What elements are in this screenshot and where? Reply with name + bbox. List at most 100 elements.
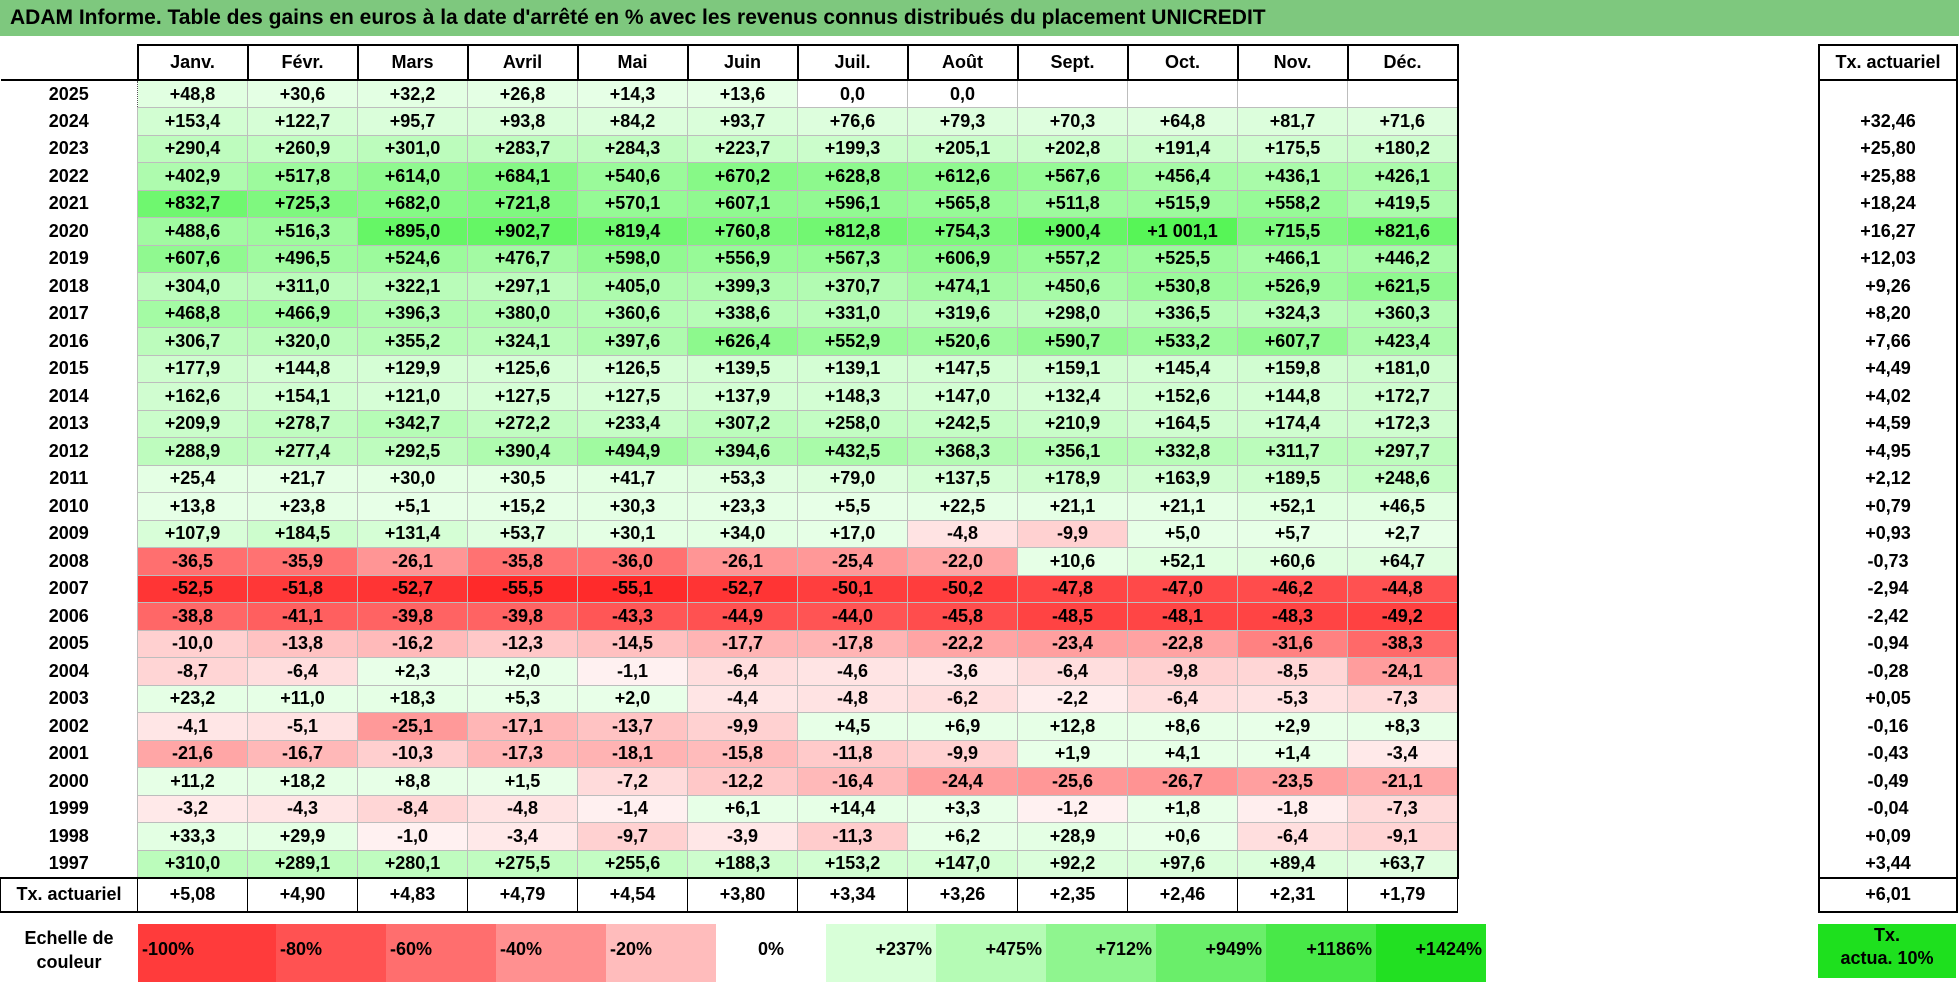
gain-cell: +284,3 [577,134,688,163]
gain-cell: +1,8 [1127,794,1238,823]
tx-cell: +4,49 [1818,355,1958,383]
gain-cell: +53,7 [467,519,578,548]
gain-cell: +332,8 [1127,437,1238,466]
year-label: 2006 [48,605,89,626]
gain-cell: +255,6 [577,849,688,878]
gain-cell: -22,2 [907,629,1018,658]
gain-cell: +93,7 [687,107,798,136]
gain-cell: -9,8 [1127,657,1238,686]
gain-cell: +436,1 [1237,162,1348,191]
gain-cell: +5,0 [1127,519,1238,548]
gain-cell: +902,7 [467,217,578,246]
gain-cell: +488,6 [137,217,248,246]
year-label: 2008 [48,550,89,571]
gain-cell: +23,3 [687,492,798,521]
gain-cell: +567,3 [797,244,908,273]
gain-cell: -6,4 [1127,684,1238,713]
gain-cell: +567,6 [1017,162,1128,191]
gain-cell: +525,5 [1127,244,1238,273]
gain-cell: +399,3 [687,272,798,301]
gain-cell: +89,4 [1237,849,1348,878]
gain-cell: +360,6 [577,299,688,328]
gain-cell: +6,1 [687,794,798,823]
gain-cell: +11,2 [137,767,248,796]
gain-cell: +28,9 [1017,822,1128,851]
gain-cell: +210,9 [1017,409,1128,438]
month-header: Nov. [1236,44,1349,81]
gain-cell: +456,4 [1127,162,1238,191]
gain-cell: -4,8 [467,794,578,823]
gain-cell: -38,8 [137,602,248,631]
gain-cell: +612,6 [907,162,1018,191]
gain-cell: -3,2 [137,794,248,823]
gain-cell: +180,2 [1347,134,1459,163]
gain-cell: +338,6 [687,299,798,328]
gain-cell: -7,2 [577,767,688,796]
table-row: 2019 +607,6 +496,5 +524,6 +476,7 +598,0 +556,9… [1,244,1459,273]
tx-cell: -0,94 [1818,630,1958,658]
gain-cell: +311,0 [247,272,358,301]
gain-cell: +125,6 [467,354,578,383]
gain-cell: +590,7 [1017,327,1128,356]
gain-cell: +202,8 [1017,134,1128,163]
gain-cell: +466,1 [1237,244,1348,273]
gain-cell: -52,7 [687,574,798,603]
gain-cell: -2,2 [1017,684,1128,713]
gain-cell: +97,6 [1127,849,1238,878]
total-label: Tx. actuariel [0,876,138,913]
gain-cell: +5,5 [797,492,908,521]
gain-cell: +144,8 [1237,382,1348,411]
gain-cell: -5,3 [1237,684,1348,713]
tx-cell: +0,05 [1818,685,1958,713]
tx-cell: +4,02 [1818,382,1958,410]
tx-cell: +3,44 [1818,850,1958,878]
gain-cell: -16,4 [797,767,908,796]
tx-cell: +7,66 [1818,327,1958,355]
gain-cell: -38,3 [1347,629,1459,658]
year-label: 2014 [48,385,89,406]
gain-cell: -41,1 [247,602,358,631]
table-row: 2023 +290,4 +260,9 +301,0 +283,7 +284,3 +223,7… [1,134,1459,163]
month-header: Juil. [796,44,909,81]
total-cell: +2,31 [1237,876,1348,913]
table-row: 2007 -52,5 -51,8 -52,7 -55,5 -55,1 -52,7 -50,1-… [1,574,1459,603]
legend-swatch: -60% [386,924,496,982]
gain-cell: +423,4 [1347,327,1459,356]
gain-cell: +307,2 [687,409,798,438]
gain-cell: +494,9 [577,437,688,466]
gain-cell: +23,2 [137,684,248,713]
gain-cell: +95,7 [357,107,468,136]
gain-cell: -4,8 [907,519,1018,548]
total-cell: +3,34 [797,876,908,913]
legend-swatch: +712% [1046,924,1156,982]
gain-cell: +122,7 [247,107,358,136]
gain-cell: +126,5 [577,354,688,383]
year-label: 2023 [48,138,89,159]
table-row: 2021 +832,7 +725,3 +682,0 +721,8 +570,1 +607,1… [1,189,1459,218]
gain-cell: +360,3 [1347,299,1459,328]
gain-cell: +628,8 [797,162,908,191]
gain-cell: +670,2 [687,162,798,191]
gain-cell: -8,5 [1237,657,1348,686]
legend-swatch: +949% [1156,924,1266,982]
gain-cell: -52,5 [137,574,248,603]
table-row: 2014 +162,6 +154,1 +121,0 +127,5 +127,5 +137,9… [1,382,1459,411]
gain-cell: +34,0 [687,519,798,548]
table-row: 2008 -36,5 -35,9 -26,1 -35,8 -36,0 -26,1 -25,4-… [1,547,1459,576]
legend-label: Echelle de couleur [24,928,114,972]
gain-cell: +342,7 [357,409,468,438]
tx-cell: +9,26 [1818,272,1958,300]
gain-cell: +131,4 [357,519,468,548]
gain-cell: -16,7 [247,739,358,768]
gain-cell: -44,8 [1347,574,1459,603]
year-label: 1997 [48,852,89,873]
total-cell: +2,35 [1017,876,1128,913]
tx-cell: +18,24 [1818,190,1958,218]
year-label: 2024 [48,110,89,131]
year-label: 2019 [48,248,89,269]
gain-cell: +278,7 [247,409,358,438]
gain-cell: +2,7 [1347,519,1459,548]
table-row: 2016 +306,7 +320,0 +355,2 +324,1 +397,6 +626,4… [1,327,1459,356]
gain-cell: +6,2 [907,822,1018,851]
year-label: 2018 [48,275,89,296]
